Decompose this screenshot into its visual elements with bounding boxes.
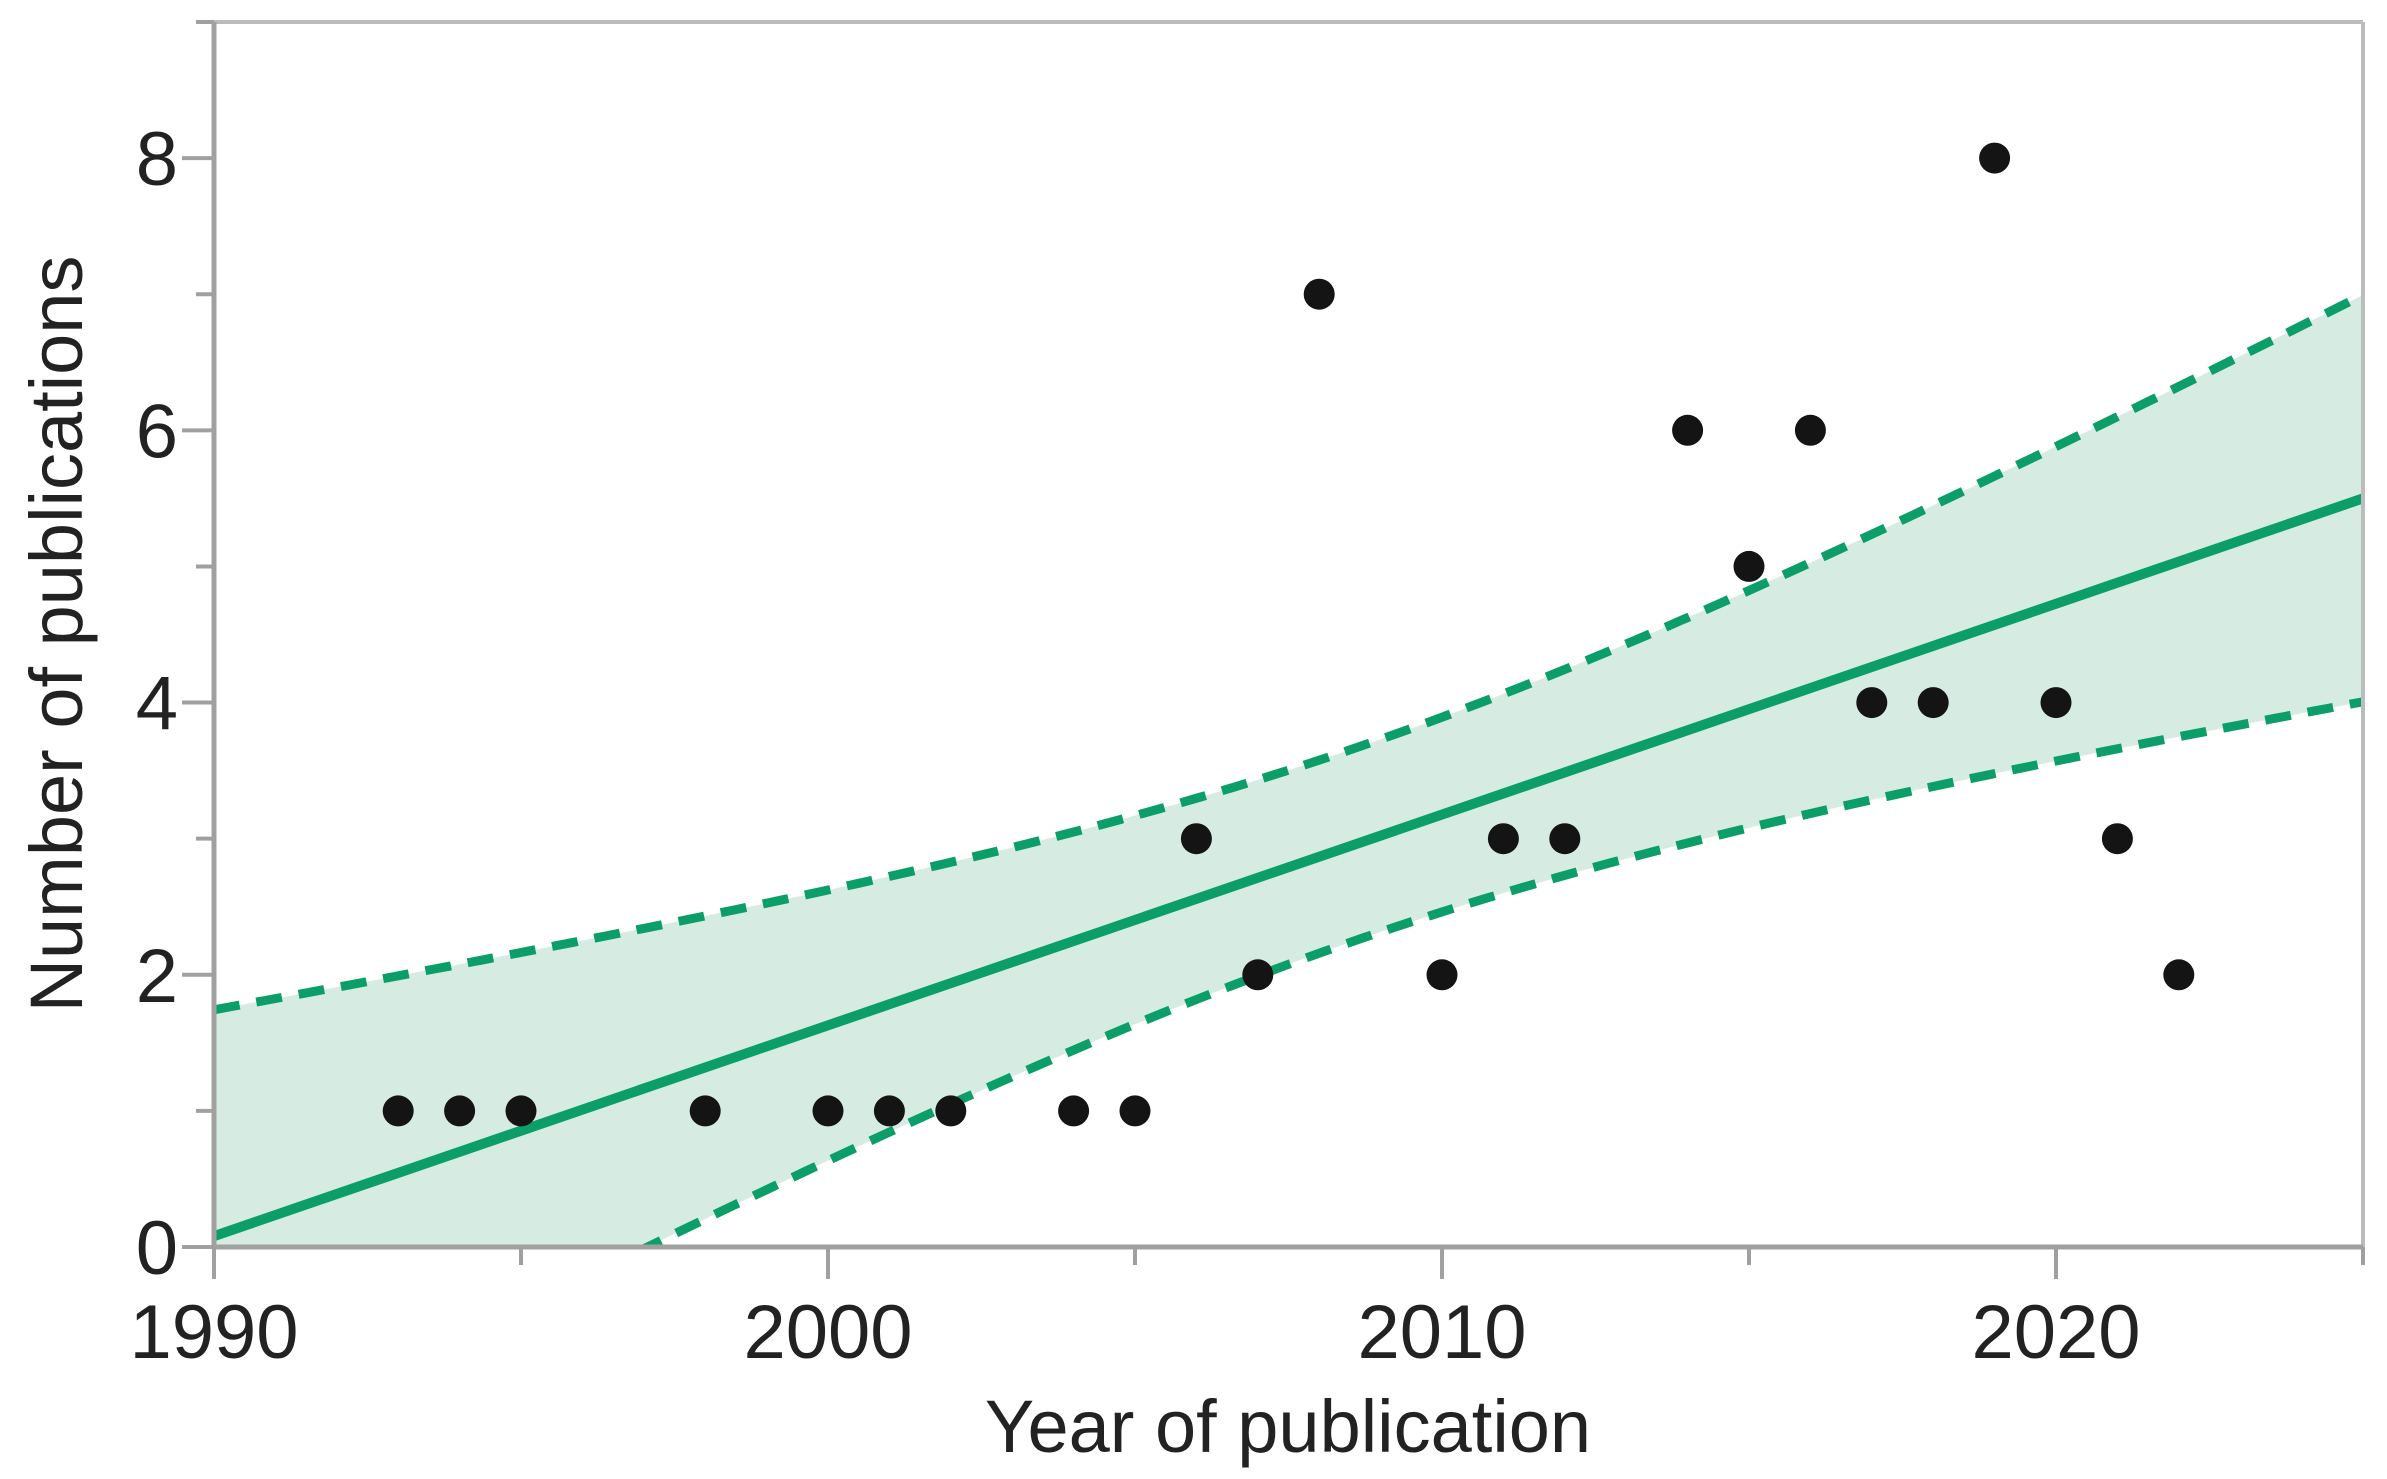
y-tick-label: 0: [136, 1206, 178, 1291]
y-tick-label: 8: [136, 117, 178, 202]
data-point: [1426, 959, 1458, 991]
data-point: [1180, 823, 1212, 855]
data-point: [1549, 823, 1581, 855]
plot-frame: [211, 20, 2365, 1250]
data-point: [1119, 1095, 1151, 1127]
data-point: [1672, 414, 1704, 446]
y-tick-label: 6: [136, 389, 178, 474]
regression-fit-line: [214, 493, 2363, 1241]
data-point: [1794, 414, 1826, 446]
data-point: [1303, 278, 1335, 310]
axis-ticks: [182, 20, 2365, 1279]
data-point: [444, 1095, 476, 1127]
data-points: [382, 142, 2195, 1127]
data-point: [1242, 959, 1274, 991]
data-point: [1058, 1095, 1090, 1127]
data-point: [1487, 823, 1519, 855]
data-point: [1979, 142, 2011, 174]
x-tick-label: 2020: [1971, 1290, 2140, 1375]
data-point: [2040, 687, 2072, 719]
y-tick-label: 2: [136, 934, 178, 1019]
x-tick-label: 2010: [1357, 1290, 1526, 1375]
data-point: [689, 1095, 721, 1127]
data-point: [2101, 823, 2133, 855]
data-point: [382, 1095, 414, 1127]
confidence-band: [214, 290, 2363, 1247]
x-axis-title: Year of publication: [985, 1385, 1591, 1468]
data-point: [812, 1095, 844, 1127]
tick-labels: 1990 2000 2010 2020 0 2 4 6 8: [129, 117, 2140, 1375]
fit-line: [214, 493, 2363, 1241]
data-point: [2163, 959, 2195, 991]
data-point: [505, 1095, 537, 1127]
upper-confidence-dashed-line: [214, 290, 2363, 1015]
data-point: [1856, 687, 1888, 719]
y-axis-title: Number of publications: [15, 256, 98, 1013]
confidence-band-fill: [214, 295, 2363, 1247]
x-tick-label: 2000: [743, 1290, 912, 1375]
data-point: [1917, 687, 1949, 719]
y-tick-label: 4: [136, 662, 178, 747]
data-point: [873, 1095, 905, 1127]
x-tick-label: 1990: [129, 1290, 298, 1375]
data-point: [1733, 550, 1765, 582]
data-point: [935, 1095, 967, 1127]
lower-confidence-dashed-line: [637, 697, 2363, 1247]
